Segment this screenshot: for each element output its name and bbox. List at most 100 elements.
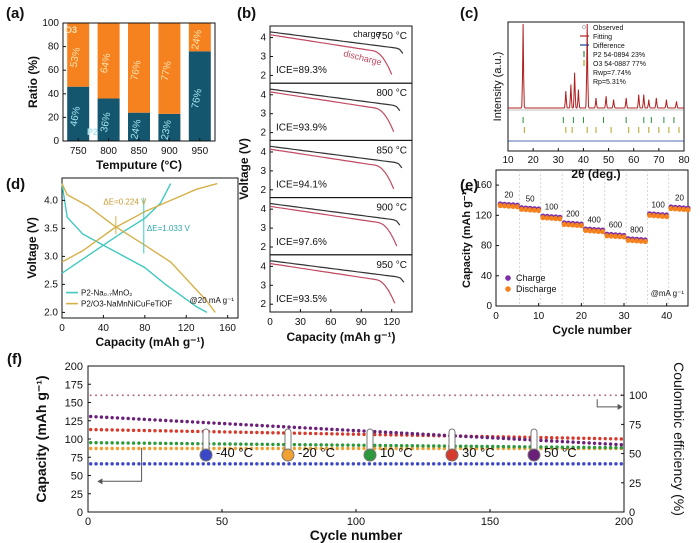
ce-point-f-69 [271, 394, 274, 397]
ce-point-f-193 [604, 394, 607, 397]
capacity-point-f-4-53 [228, 422, 232, 426]
capacity-point-f-0-9 [110, 462, 114, 466]
capacity-point-f-0-125 [421, 462, 425, 466]
ce-point-f-35 [180, 394, 183, 397]
ylabel-a: Ratio (%) [26, 56, 40, 108]
capacity-point-f-4-139 [458, 434, 463, 438]
capacity-point-f-4-107 [373, 429, 377, 434]
capacity-point-f-3-37 [185, 429, 189, 433]
charge-curve-d-1 [61, 182, 218, 263]
capacity-point-f-4-171 [544, 439, 548, 443]
frame-e [495, 169, 689, 307]
capacity-point-f-4-149 [485, 435, 490, 440]
discharge-point-e-21 [583, 227, 589, 234]
discharge-point-e-40 [664, 213, 670, 220]
capacity-point-f-2-33 [174, 441, 179, 446]
discharge-point-e-1 [497, 202, 503, 209]
capacity-point-f-4-117 [399, 431, 404, 435]
capacity-point-f-0-197 [614, 462, 618, 466]
capacity-point-f-3-55 [233, 430, 238, 434]
panel-label-e: (e) [460, 177, 478, 194]
ytick-e-40: 40 [481, 271, 493, 282]
capacity-point-f-1-27 [158, 446, 163, 451]
ce-point-f-97 [346, 394, 349, 397]
ytick-d-3.0: 3.0 [44, 251, 58, 262]
capacity-point-f-3-179 [566, 436, 570, 440]
discharge-point-e-18 [570, 222, 576, 228]
capacity-point-f-2-169 [539, 445, 543, 449]
thermometer-bulb-f-0 [199, 448, 213, 462]
ytick-e-0: 0 [486, 301, 492, 312]
ce-point-f-195 [609, 394, 612, 397]
capacity-point-f-3-33 [174, 429, 179, 433]
ytick-f-25: 25 [71, 489, 83, 501]
ce-point-f-123 [416, 394, 419, 397]
capacity-point-f-3-89 [324, 432, 329, 436]
capacity-point-f-4-121 [410, 431, 414, 436]
capacity-point-f-1-35 [180, 446, 184, 451]
thermometer-tube-f-0 [202, 428, 210, 452]
capacity-point-f-0-15 [126, 462, 130, 466]
capacity-point-f-0-189 [592, 462, 597, 466]
capacity-point-f-4-55 [233, 422, 238, 426]
capacity-point-f-0-27 [158, 462, 163, 466]
frame-b-4 [269, 254, 413, 313]
discharge-curve-b-1 [269, 91, 395, 132]
capacity-point-f-0-11 [115, 462, 120, 466]
capacity-point-f-1-79 [298, 446, 302, 451]
annotation-d-0: ΔE=0.224 V [103, 197, 147, 206]
ce-point-f-31 [170, 394, 173, 397]
ce-point-f-157 [507, 394, 510, 397]
capacity-point-f-1-39 [190, 446, 195, 451]
capacity-point-f-4-189 [592, 441, 597, 445]
frame-a [62, 22, 216, 142]
capacity-point-f-3-173 [549, 436, 554, 440]
capacity-point-f-0-153 [496, 462, 500, 466]
discharge-point-e-38 [655, 213, 661, 219]
capacity-point-f-0-155 [501, 462, 506, 466]
capacity-point-f-0-25 [153, 462, 157, 466]
capacity-point-f-3-193 [603, 436, 607, 441]
ce-point-f-77 [293, 394, 296, 397]
capacity-point-f-4-125 [421, 432, 425, 436]
capacity-point-f-2-119 [405, 443, 409, 448]
discharge-point-e-9 [531, 207, 538, 213]
capacity-point-f-0-103 [362, 462, 366, 466]
capacity-point-f-0-89 [324, 462, 329, 466]
capacity-point-f-1-7 [105, 446, 109, 451]
ce-point-f-161 [518, 394, 521, 397]
ce-point-f-143 [470, 394, 473, 397]
legend-c-2: Difference [593, 43, 625, 50]
capacity-point-f-4-47 [212, 421, 216, 425]
ce-point-f-171 [545, 394, 548, 397]
capacity-point-f-0-111 [383, 462, 388, 466]
ce-point-f-125 [422, 394, 424, 397]
ytick-e-160: 160 [475, 180, 492, 191]
capacity-point-f-1-77 [292, 446, 297, 451]
ce-point-f-79 [298, 394, 301, 397]
label-p2-750: 46% [69, 106, 83, 128]
discharge-point-e-39 [659, 213, 666, 219]
ce-point-f-119 [405, 394, 408, 397]
capacity-point-f-3-51 [222, 430, 227, 434]
discharge-point-e-10 [536, 207, 542, 214]
xtick-f-0: 0 [85, 516, 91, 528]
capacity-point-f-4-85 [314, 426, 318, 431]
ce-point-f-159 [513, 394, 516, 397]
label-o3-950: 24% [190, 29, 204, 51]
capacity-point-f-4-57 [239, 422, 243, 427]
legend-f-3: 30 °C [462, 445, 495, 460]
legend-marker-e-0 [505, 275, 511, 281]
capacity-point-f-0-61 [249, 462, 254, 466]
capacity-point-f-3-47 [212, 430, 216, 434]
ce-point-f-101 [357, 394, 360, 397]
capacity-point-f-3-69 [271, 431, 275, 435]
discharge-point-e-8 [527, 207, 533, 213]
capacity-point-f-0-169 [539, 462, 543, 466]
capacity-point-f-1-115 [394, 446, 398, 451]
ce-point-f-37 [186, 394, 189, 397]
ytick-a-40: 40 [48, 89, 60, 100]
capacity-point-f-2-151 [490, 444, 495, 449]
discharge-point-e-7 [523, 206, 529, 213]
discharge-point-e-24 [595, 228, 602, 234]
